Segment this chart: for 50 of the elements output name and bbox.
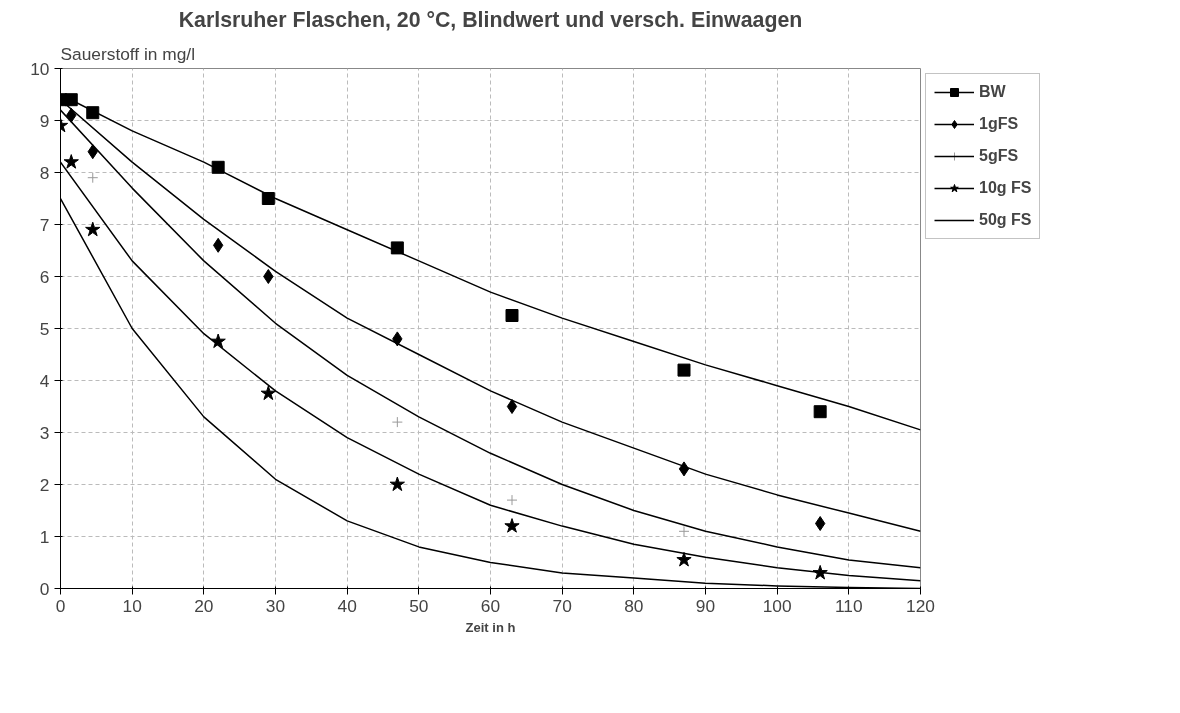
x-axis-title: Zeit in h <box>465 619 516 635</box>
y-tick-label: 10 <box>30 58 50 79</box>
point <box>678 461 690 477</box>
point <box>504 518 520 533</box>
x-tick-label: 120 <box>906 595 935 616</box>
point <box>677 363 691 377</box>
x-tick-label: 20 <box>194 595 214 616</box>
point <box>63 154 79 169</box>
point <box>506 399 518 414</box>
point <box>85 221 101 237</box>
legend-label: 5gFS <box>979 147 1019 165</box>
y-tick-label: 2 <box>39 474 50 495</box>
point <box>391 416 403 428</box>
point <box>676 551 692 567</box>
y-tick-label: 5 <box>39 318 50 339</box>
point <box>813 405 827 419</box>
y-tick-label: 9 <box>39 110 50 131</box>
x-tick-label: 30 <box>265 595 286 616</box>
y-tick-label: 6 <box>39 266 50 287</box>
legend-label: 10g FS <box>979 179 1032 197</box>
point <box>260 385 276 401</box>
x-tick-label: 10 <box>122 595 142 616</box>
x-tick-label: 50 <box>409 595 429 616</box>
point <box>390 241 404 255</box>
y-tick-label: 8 <box>39 162 50 183</box>
y-tick-label: 3 <box>39 422 50 443</box>
legend-label: 1gFS <box>979 115 1019 133</box>
point <box>815 516 826 531</box>
x-tick-label: 80 <box>624 595 644 616</box>
point <box>87 172 99 184</box>
x-tick-label: 0 <box>55 595 66 616</box>
x-tick-label: 90 <box>695 595 716 616</box>
x-tick-label: 60 <box>480 595 501 616</box>
point <box>506 494 518 506</box>
x-tick-label: 100 <box>762 595 792 616</box>
y-tick-label: 1 <box>39 526 50 547</box>
y-tick-label: 7 <box>39 214 50 235</box>
point <box>678 525 690 537</box>
y-tick-label: 4 <box>39 370 50 391</box>
x-tick-label: 110 <box>835 595 863 616</box>
x-tick-label: 40 <box>337 595 357 616</box>
point <box>505 309 519 322</box>
y-axis-title: Sauerstoff in mg/l <box>60 43 196 64</box>
legend-label: BW <box>979 83 1006 101</box>
chart-title: Karlsruher Flaschen, 20 °C, Blindwert und versch. Einwaagen <box>178 7 803 32</box>
legend-label: 50g FS <box>979 211 1032 229</box>
y-tick-label: 0 <box>39 578 50 599</box>
point <box>389 476 405 492</box>
point <box>263 269 274 284</box>
x-tick-label: 70 <box>552 595 572 616</box>
